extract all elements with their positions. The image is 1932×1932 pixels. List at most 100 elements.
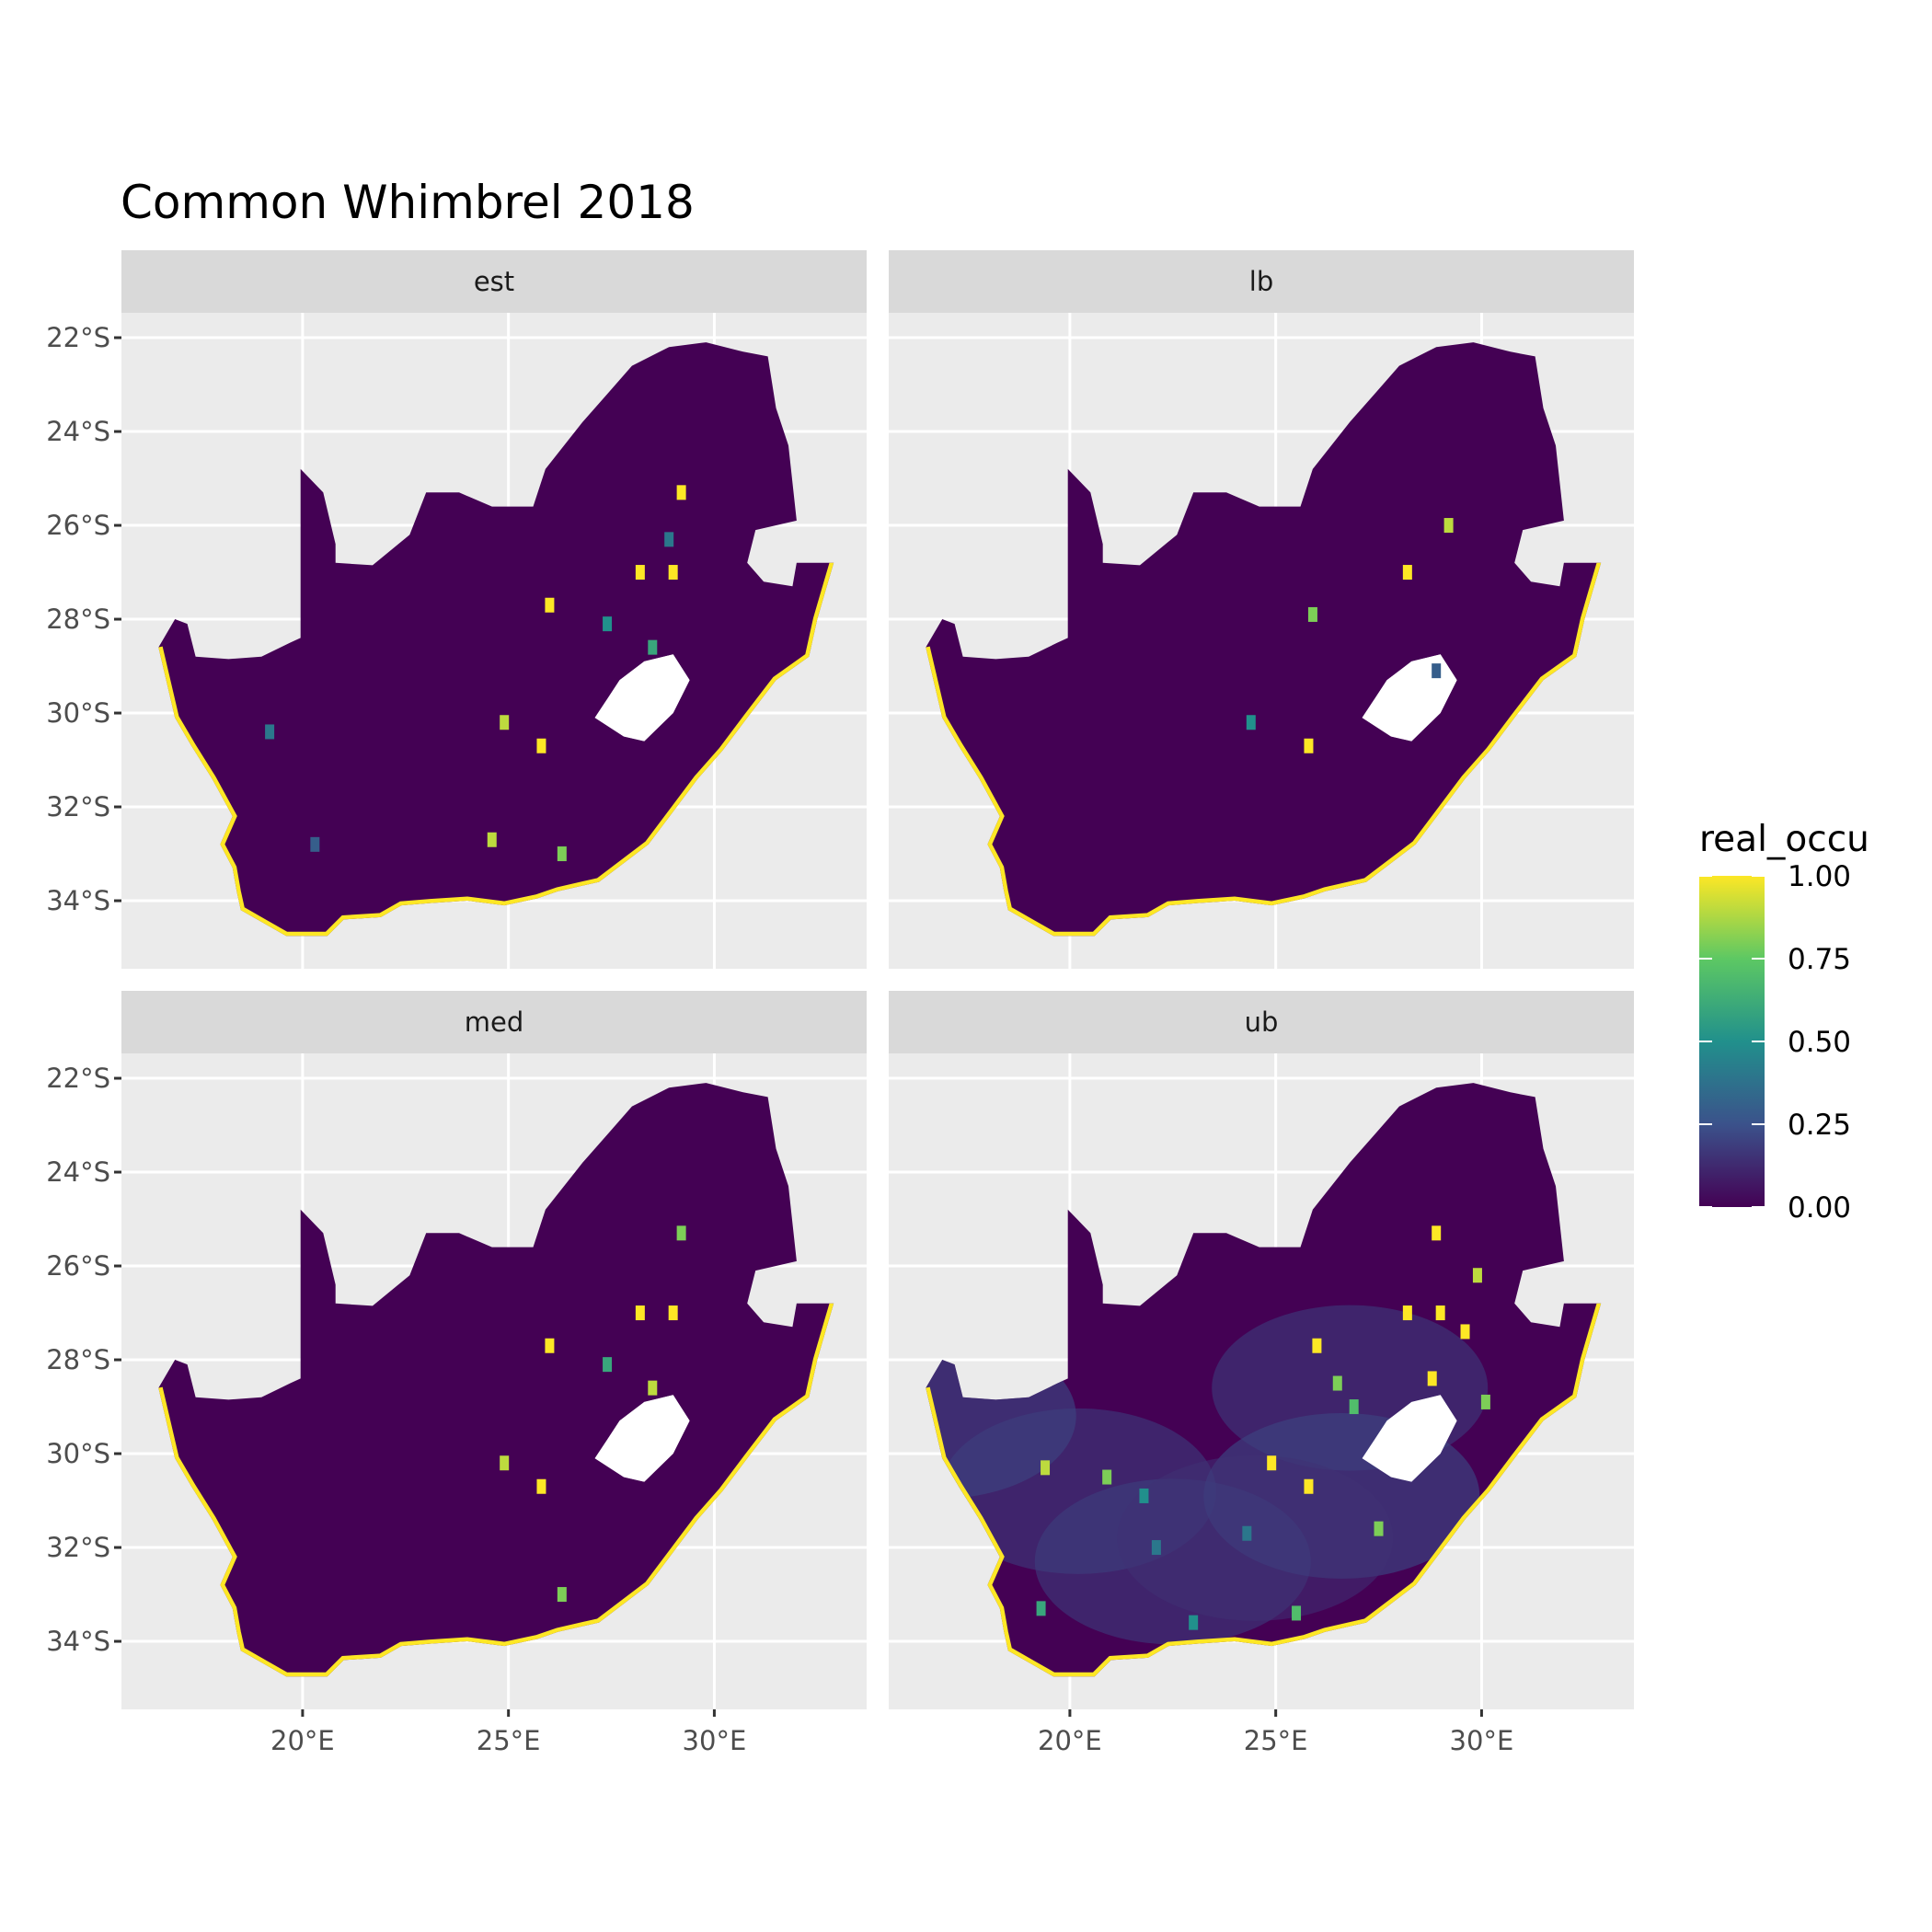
raster-cell — [1374, 1521, 1384, 1536]
y-tick-label: 28°S — [46, 604, 110, 635]
legend-label: 0.00 — [1788, 1191, 1851, 1225]
raster-cell — [557, 846, 567, 862]
x-tick-label: 30°E — [1450, 1725, 1514, 1756]
raster-cell — [603, 616, 613, 632]
facet-strip-label: ub — [1245, 1006, 1279, 1038]
facet-strip — [121, 991, 867, 1053]
y-tick-label: 22°S — [46, 1063, 110, 1094]
land-raster — [158, 342, 834, 937]
raster-cell — [1304, 738, 1314, 753]
lesotho-hole — [594, 1395, 690, 1482]
coastal-cells — [926, 561, 1602, 937]
raster-cell — [1472, 1268, 1482, 1283]
raster-cells — [158, 561, 834, 937]
legend-label: 0.50 — [1788, 1026, 1851, 1059]
raster-cell — [1139, 1488, 1149, 1503]
raster-cell — [1151, 1540, 1161, 1556]
raster-cell — [648, 1380, 658, 1396]
raster-cell — [648, 639, 658, 655]
diffuse-cell-region — [1212, 1305, 1489, 1471]
raster-cell — [676, 1225, 686, 1241]
raster-cell — [1349, 1399, 1359, 1415]
y-tick-label: 32°S — [46, 1532, 110, 1563]
raster-cell — [1292, 1605, 1302, 1621]
land-raster — [158, 1083, 834, 1677]
facet-strip-label: med — [465, 1006, 524, 1038]
coastal-cells — [158, 561, 834, 937]
lesotho-hole — [594, 654, 690, 742]
raster-cells — [158, 1302, 834, 1677]
raster-cell — [545, 597, 555, 613]
coastal-cells — [158, 1302, 834, 1677]
raster-cell — [664, 532, 674, 547]
raster-cell — [487, 832, 497, 847]
facet-strip — [889, 991, 1634, 1053]
raster-cell — [1332, 1375, 1342, 1391]
raster-cell — [545, 1338, 555, 1353]
raster-cell — [1246, 715, 1256, 730]
facet-strip-label: lb — [1249, 266, 1273, 297]
raster-cell — [668, 1305, 678, 1321]
y-tick-label: 22°S — [46, 322, 110, 353]
facet-strip — [889, 250, 1634, 313]
y-tick-label: 26°S — [46, 1250, 110, 1282]
raster-cell — [500, 715, 510, 730]
raster-cell — [676, 485, 686, 500]
x-tick-label: 20°E — [270, 1725, 335, 1756]
x-tick-label: 20°E — [1038, 1725, 1102, 1756]
raster-cell — [668, 565, 678, 581]
raster-cell — [500, 1455, 510, 1471]
raster-cells — [926, 1302, 1602, 1677]
x-tick-label: 30°E — [683, 1725, 747, 1756]
raster-cell — [1189, 1615, 1199, 1630]
land-raster — [926, 342, 1602, 937]
raster-cell — [1435, 1305, 1445, 1321]
y-tick-label: 24°S — [46, 416, 110, 447]
raster-cell — [1036, 1601, 1046, 1616]
raster-cell — [1460, 1324, 1470, 1340]
chart-title: Common Whimbrel 2018 — [121, 176, 695, 229]
facet-panels: est 22°S 24°S 26°S 28°S 30°S 32°S 34°S lb med 22°S… — [46, 250, 1634, 1756]
legend-label: 0.25 — [1788, 1109, 1851, 1142]
raster-cell — [603, 1357, 613, 1373]
facet-strip — [121, 250, 867, 313]
raster-cell — [1432, 663, 1442, 679]
y-tick-label: 30°S — [46, 1438, 110, 1469]
facet-panel-med: med 22°S 24°S 26°S 28°S 30°S 32°S 34°S 20°E 25°E 3… — [46, 991, 867, 1756]
raster-cell — [1432, 1225, 1442, 1241]
y-tick-label: 24°S — [46, 1156, 110, 1188]
raster-cell — [1402, 565, 1412, 581]
raster-cell — [265, 724, 275, 740]
raster-cell — [310, 836, 320, 852]
raster-cell — [635, 565, 645, 581]
raster-cell — [1307, 606, 1317, 622]
raster-cell — [1267, 1455, 1277, 1471]
raster-cell — [1480, 1394, 1490, 1409]
x-tick-label: 25°E — [477, 1725, 541, 1756]
y-tick-label: 28°S — [46, 1344, 110, 1375]
raster-cell — [1402, 1305, 1412, 1321]
raster-cell — [1443, 518, 1454, 534]
facet-panel-lb: lb — [889, 250, 1634, 969]
raster-cell — [1041, 1460, 1051, 1476]
coastal-cells — [926, 1302, 1602, 1677]
raster-cell — [557, 1587, 567, 1603]
y-tick-label: 34°S — [46, 1626, 110, 1657]
lesotho-hole — [1362, 1395, 1457, 1482]
raster-cell — [1242, 1525, 1252, 1541]
y-tick-label: 26°S — [46, 510, 110, 541]
legend-label: 0.75 — [1788, 943, 1851, 976]
y-tick-label: 34°S — [46, 885, 110, 916]
raster-cell — [536, 738, 546, 753]
legend-label: 1.00 — [1788, 860, 1851, 893]
y-tick-label: 30°S — [46, 697, 110, 729]
legend: real_occu 1.00 0.75 0.50 0.25 0.00 — [1699, 819, 1869, 1225]
facet-strip-label: est — [474, 266, 514, 297]
raster-cells — [926, 561, 1602, 937]
legend-title: real_occu — [1699, 819, 1869, 860]
raster-cell — [1312, 1338, 1322, 1353]
y-tick-label: 32°S — [46, 791, 110, 822]
raster-cell — [635, 1305, 645, 1321]
raster-cell — [1304, 1478, 1314, 1494]
